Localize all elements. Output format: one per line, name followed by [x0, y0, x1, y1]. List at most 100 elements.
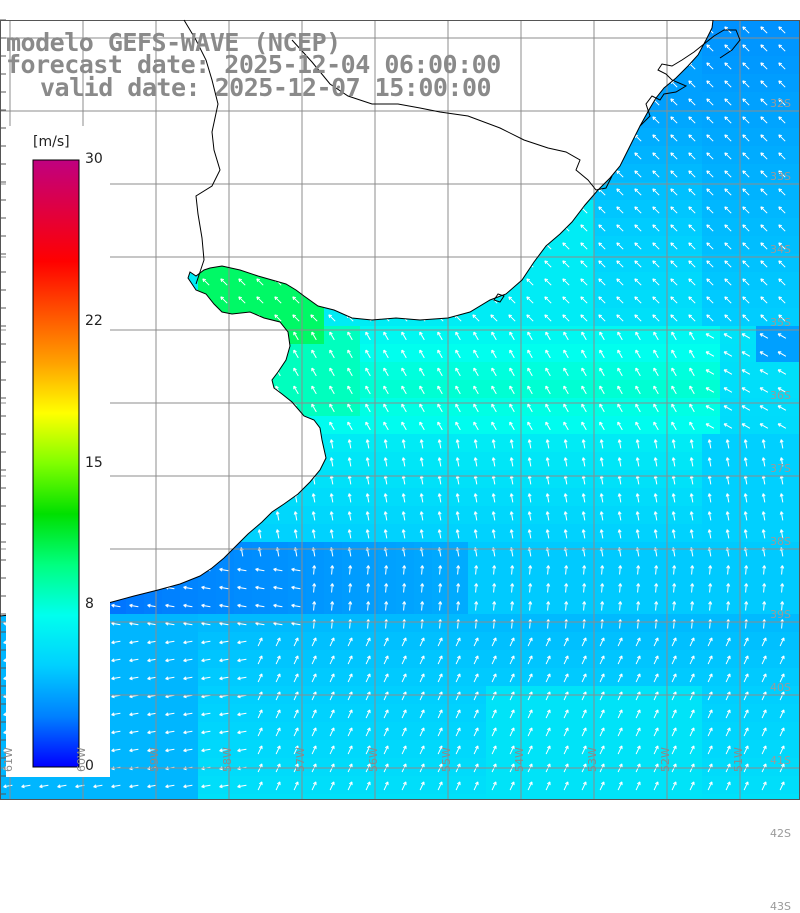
wind-arrow — [401, 225, 407, 231]
field-cell — [234, 200, 253, 219]
wind-arrow — [545, 117, 551, 123]
wind-arrow — [222, 404, 227, 412]
field-cell — [414, 290, 433, 309]
field-cell — [576, 362, 595, 381]
field-cell — [522, 542, 541, 561]
field-cell — [756, 722, 775, 741]
wind-arrow — [491, 189, 497, 195]
field-cell — [684, 740, 703, 759]
wind-arrow — [329, 153, 335, 159]
wind-arrow — [131, 153, 137, 159]
field-cell — [288, 290, 307, 309]
field-cell — [774, 56, 793, 75]
field-cell — [144, 578, 163, 597]
field-cell — [378, 326, 397, 345]
wind-arrow — [689, 45, 695, 51]
field-cell — [504, 164, 523, 183]
field-cell — [702, 200, 721, 219]
wind-arrow — [347, 153, 353, 159]
wind-arrow — [365, 243, 371, 249]
field-cell — [630, 524, 649, 543]
wind-arrow — [491, 171, 497, 177]
field-cell — [144, 398, 163, 417]
field-cell — [702, 182, 721, 201]
field-cell — [792, 236, 800, 255]
field-cell — [774, 218, 793, 237]
field-cell — [162, 290, 181, 309]
field-cell — [594, 56, 613, 75]
field-cell — [378, 308, 397, 327]
field-cell — [360, 110, 379, 129]
field-cell — [360, 308, 379, 327]
wind-arrow — [276, 350, 281, 358]
field-cell — [234, 524, 253, 543]
field-cell — [612, 452, 631, 471]
field-cell — [630, 20, 649, 39]
field-cell — [522, 200, 541, 219]
field-cell — [648, 704, 667, 723]
field-cell — [540, 38, 559, 57]
field-cell — [522, 146, 541, 165]
field-cell — [648, 182, 667, 201]
field-cell — [288, 434, 307, 453]
field-cell — [216, 326, 235, 345]
field-cell — [378, 614, 397, 633]
wind-arrow — [455, 243, 461, 249]
field-cell — [180, 218, 199, 237]
wind-arrow — [419, 279, 425, 285]
wind-arrow — [131, 243, 137, 249]
field-cell — [486, 524, 505, 543]
wind-arrow — [167, 297, 173, 303]
wind-arrow — [222, 512, 225, 521]
wind-arrow — [491, 261, 497, 267]
field-cell — [576, 668, 595, 687]
field-cell — [234, 416, 253, 435]
wind-arrow — [509, 27, 515, 33]
field-cell — [702, 452, 721, 471]
field-cell — [648, 128, 667, 147]
field-cell — [342, 578, 361, 597]
wind-arrow — [258, 350, 263, 358]
field-cell — [342, 650, 361, 669]
field-cell — [738, 164, 757, 183]
wind-arrow — [473, 171, 479, 177]
wind-arrow — [203, 153, 209, 159]
wind-arrow — [329, 207, 335, 213]
wind-arrow — [276, 494, 279, 503]
field-cell — [576, 434, 595, 453]
wind-arrow — [293, 189, 299, 195]
field-cell — [216, 200, 235, 219]
field-cell — [594, 128, 613, 147]
wind-arrow — [204, 458, 207, 467]
wind-arrow — [294, 476, 297, 485]
field-cell — [774, 110, 793, 129]
field-cell — [360, 200, 379, 219]
wind-arrow — [276, 440, 279, 449]
field-cell — [486, 434, 505, 453]
field-cell — [792, 290, 800, 309]
wind-arrow — [581, 81, 587, 87]
field-cell — [576, 722, 595, 741]
field-cell — [270, 326, 289, 345]
wind-arrow — [168, 350, 173, 358]
wind-arrow — [365, 189, 371, 195]
field-cell — [522, 398, 541, 417]
field-cell — [576, 308, 595, 327]
field-cell — [648, 668, 667, 687]
wind-arrow — [149, 117, 155, 123]
wind-arrow — [150, 494, 153, 503]
wind-arrow — [258, 440, 261, 449]
field-cell — [378, 434, 397, 453]
field-cell — [486, 560, 505, 579]
field-cell — [756, 362, 775, 381]
field-cell — [702, 110, 721, 129]
field-cell — [702, 236, 721, 255]
field-cell — [216, 146, 235, 165]
field-cell — [630, 506, 649, 525]
field-cell — [702, 146, 721, 165]
wind-arrow — [347, 189, 353, 195]
field-cell — [486, 740, 505, 759]
wind-arrow — [113, 297, 119, 303]
field-cell — [522, 416, 541, 435]
field-cell — [720, 488, 739, 507]
